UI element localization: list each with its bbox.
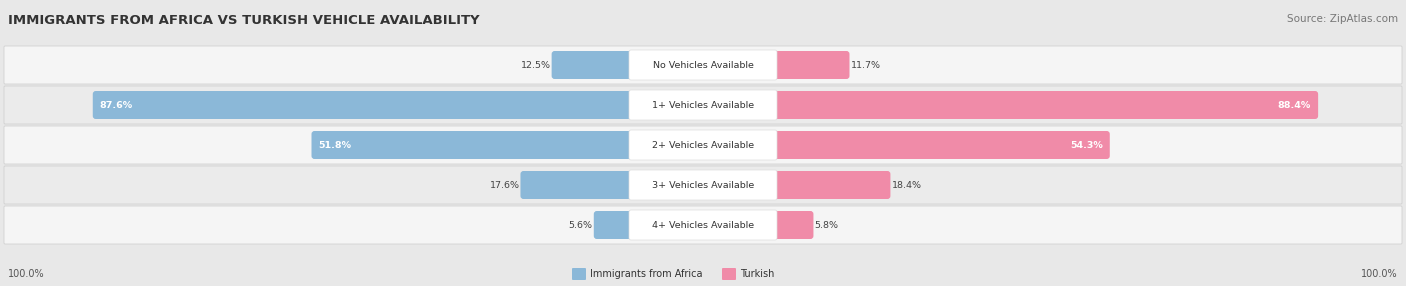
Text: 5.8%: 5.8% (814, 221, 838, 229)
FancyBboxPatch shape (772, 211, 814, 239)
Text: 54.3%: 54.3% (1070, 140, 1102, 150)
Text: Immigrants from Africa: Immigrants from Africa (591, 269, 703, 279)
FancyBboxPatch shape (628, 210, 778, 240)
Text: 12.5%: 12.5% (520, 61, 551, 69)
FancyBboxPatch shape (4, 126, 1402, 164)
Text: 17.6%: 17.6% (489, 180, 519, 190)
FancyBboxPatch shape (4, 166, 1402, 204)
FancyBboxPatch shape (551, 51, 634, 79)
Text: 3+ Vehicles Available: 3+ Vehicles Available (652, 180, 754, 190)
Text: Source: ZipAtlas.com: Source: ZipAtlas.com (1286, 14, 1398, 24)
Text: 18.4%: 18.4% (891, 180, 921, 190)
Text: 5.6%: 5.6% (569, 221, 593, 229)
FancyBboxPatch shape (4, 86, 1402, 124)
FancyBboxPatch shape (772, 51, 849, 79)
Text: 100.0%: 100.0% (8, 269, 45, 279)
Text: 2+ Vehicles Available: 2+ Vehicles Available (652, 140, 754, 150)
Text: 88.4%: 88.4% (1278, 100, 1312, 110)
FancyBboxPatch shape (4, 46, 1402, 84)
FancyBboxPatch shape (723, 268, 735, 280)
Text: 87.6%: 87.6% (100, 100, 134, 110)
FancyBboxPatch shape (520, 171, 634, 199)
FancyBboxPatch shape (772, 91, 1317, 119)
FancyBboxPatch shape (628, 90, 778, 120)
Text: 100.0%: 100.0% (1361, 269, 1398, 279)
FancyBboxPatch shape (772, 171, 890, 199)
Text: IMMIGRANTS FROM AFRICA VS TURKISH VEHICLE AVAILABILITY: IMMIGRANTS FROM AFRICA VS TURKISH VEHICL… (8, 14, 479, 27)
FancyBboxPatch shape (628, 50, 778, 80)
FancyBboxPatch shape (312, 131, 634, 159)
Text: 4+ Vehicles Available: 4+ Vehicles Available (652, 221, 754, 229)
FancyBboxPatch shape (772, 131, 1109, 159)
FancyBboxPatch shape (628, 170, 778, 200)
Text: 51.8%: 51.8% (319, 140, 352, 150)
FancyBboxPatch shape (593, 211, 634, 239)
FancyBboxPatch shape (93, 91, 634, 119)
FancyBboxPatch shape (4, 206, 1402, 244)
Text: 1+ Vehicles Available: 1+ Vehicles Available (652, 100, 754, 110)
FancyBboxPatch shape (572, 268, 586, 280)
Text: 11.7%: 11.7% (851, 61, 880, 69)
Text: No Vehicles Available: No Vehicles Available (652, 61, 754, 69)
FancyBboxPatch shape (628, 130, 778, 160)
Text: Turkish: Turkish (740, 269, 775, 279)
